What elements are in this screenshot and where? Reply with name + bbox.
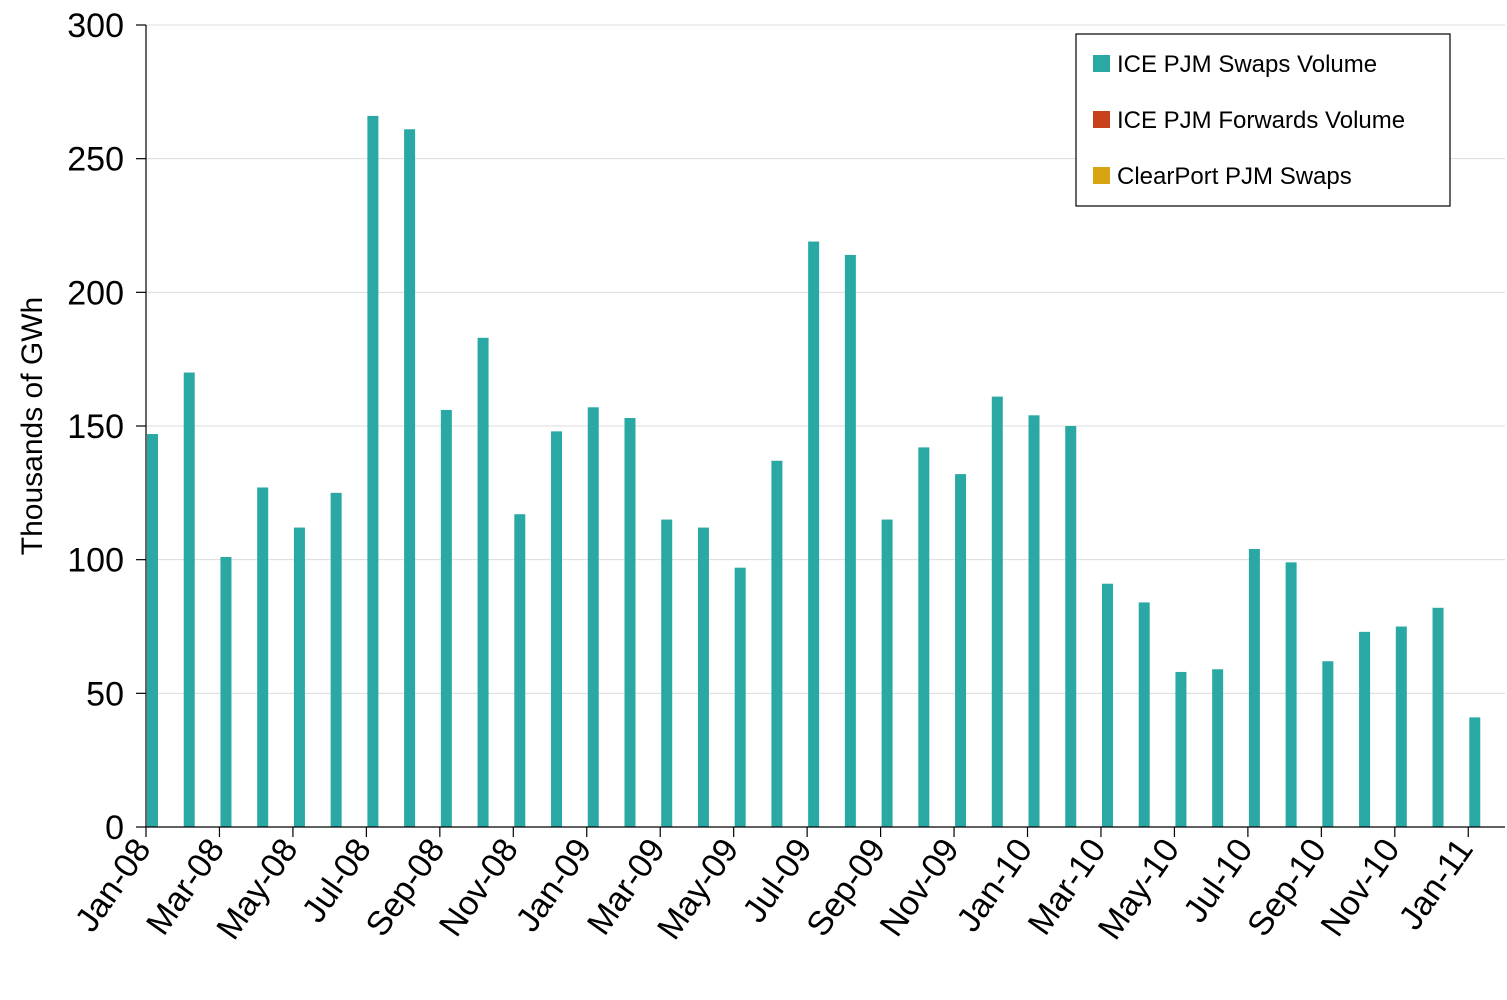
bar-apr-08 — [257, 487, 269, 827]
x-tick-label: Nov-10 — [1313, 832, 1407, 944]
bar-jun-09 — [771, 460, 783, 827]
legend-label: ICE PJM Swaps Volume — [1117, 51, 1377, 78]
x-tick-label: Nov-08 — [432, 832, 526, 944]
bar-oct-08 — [477, 337, 489, 827]
legend-box — [1075, 33, 1451, 207]
bar-jan-11 — [1469, 717, 1481, 827]
bar-jun-08 — [330, 492, 342, 827]
legend-swatch — [1093, 111, 1110, 128]
bar-apr-10 — [1138, 602, 1150, 827]
x-tick-label: Jan-11 — [1392, 832, 1481, 937]
bar-nov-09 — [955, 474, 967, 827]
bar-jul-10 — [1248, 548, 1260, 827]
bar-jul-08 — [367, 115, 379, 828]
bar-feb-09 — [624, 417, 636, 827]
bar-dec-09 — [991, 396, 1003, 827]
bar-aug-10 — [1285, 562, 1297, 827]
bar-apr-09 — [697, 527, 709, 827]
bar-feb-08 — [183, 372, 195, 827]
bars — [147, 115, 1481, 828]
bar-jan-10 — [1028, 415, 1040, 827]
bar-jun-10 — [1212, 669, 1224, 827]
y-tick-label: 300 — [67, 7, 124, 45]
bar-sep-08 — [440, 409, 452, 827]
bar-nov-08 — [514, 514, 526, 827]
legend-swatch — [1093, 167, 1110, 184]
x-tick-label: Nov-09 — [873, 832, 967, 944]
legend-swatch — [1093, 55, 1110, 72]
bar-dec-08 — [551, 431, 563, 827]
bar-dec-10 — [1432, 607, 1444, 827]
y-axis-title: Thousands of GWh — [16, 297, 49, 555]
bar-jul-09 — [808, 241, 820, 828]
legend: ICE PJM Swaps Volume ICE PJM Forwards Vol… — [1075, 33, 1451, 207]
bar-mar-10 — [1101, 583, 1113, 827]
bar-oct-09 — [918, 447, 930, 827]
bar-mar-09 — [661, 519, 673, 827]
y-tick-label: 200 — [67, 274, 124, 312]
bar-feb-10 — [1065, 426, 1077, 827]
y-tick-labels: 0 50 100 150 200 250 300 — [67, 7, 124, 847]
bar-may-09 — [734, 567, 746, 827]
bar-may-08 — [293, 527, 305, 827]
bar-may-10 — [1175, 671, 1187, 827]
y-tick-label: 250 — [67, 141, 124, 179]
bar-aug-09 — [844, 254, 856, 827]
bar-oct-10 — [1359, 631, 1371, 827]
legend-label: ClearPort PJM Swaps — [1117, 163, 1352, 190]
bar-jan-09 — [587, 407, 599, 827]
y-tick-label: 100 — [67, 542, 124, 580]
bar-nov-10 — [1395, 626, 1407, 827]
bar-sep-10 — [1322, 661, 1334, 827]
bar-aug-08 — [404, 129, 416, 827]
legend-label: ICE PJM Forwards Volume — [1117, 107, 1405, 134]
y-tick-label: 50 — [86, 675, 124, 713]
bar-sep-09 — [881, 519, 893, 827]
x-tick-labels: Jan-08Mar-08May-08Jul-08Sep-08Nov-08Jan-… — [68, 832, 1481, 947]
bar-mar-08 — [220, 556, 232, 827]
y-tick-label: 150 — [67, 408, 124, 446]
axes — [136, 24, 1505, 837]
y-tick-label: 0 — [105, 809, 124, 847]
bar-jan-08 — [147, 434, 158, 827]
